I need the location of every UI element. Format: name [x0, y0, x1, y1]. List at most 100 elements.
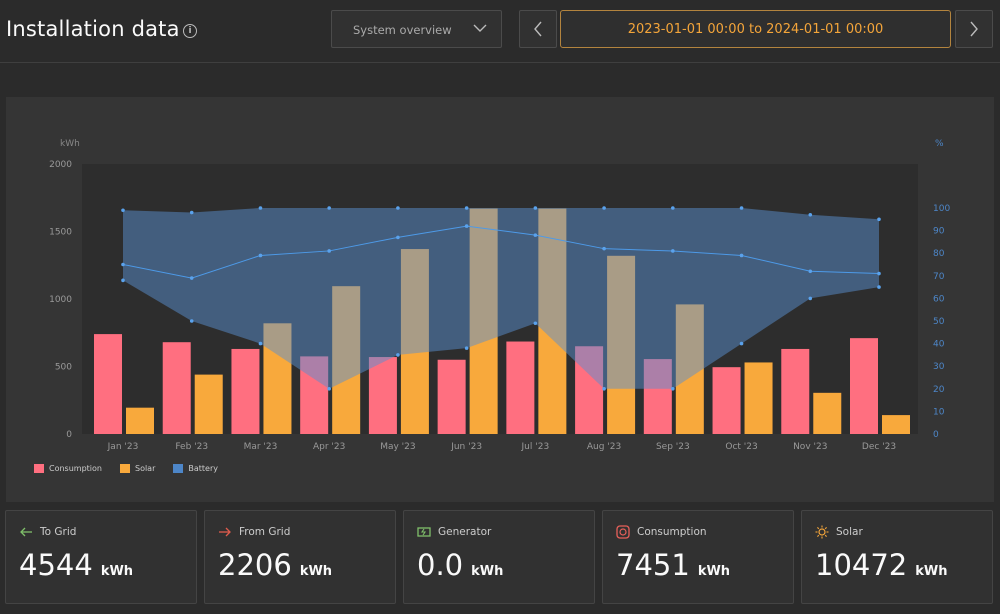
summary-card-consumption: Consumption 7451 kWh: [602, 510, 794, 604]
card-header: Solar: [815, 525, 863, 539]
previous-period-button[interactable]: [519, 10, 557, 48]
x-tick-label: Oct '23: [725, 442, 757, 452]
view-select-label: System overview: [353, 23, 452, 37]
x-tick-label: Mar '23: [244, 442, 278, 452]
legend-item[interactable]: Consumption: [34, 464, 102, 473]
card-unit: kWh: [299, 564, 333, 579]
battery-min-point: [671, 387, 675, 391]
battery-min-point: [464, 346, 469, 350]
card-label: Consumption: [637, 526, 707, 538]
y-tick-left: 500: [55, 363, 72, 373]
summary-card-to-grid: To Grid 4544 kWh: [5, 510, 197, 604]
battery-max-point: [533, 206, 538, 210]
legend-swatch: [119, 464, 130, 473]
summary-card-from-grid: From Grid 2206 kWh: [204, 510, 396, 604]
legend-item[interactable]: Battery: [173, 464, 218, 473]
battery-avg-point: [121, 262, 125, 267]
card-label: Generator: [438, 526, 492, 538]
card-number: 4544: [19, 548, 93, 582]
y-tick-right: 60: [933, 294, 945, 304]
energy-chart: kWh 0 500 1000 1500 2000% 0 10 20 30 40 50 60 70 80 90 1…: [49, 139, 950, 452]
battery-max-point: [739, 206, 744, 210]
battery-avg-point: [533, 233, 538, 237]
battery-min-point: [808, 296, 813, 301]
consumption-bar: [712, 367, 741, 434]
info-icon[interactable]: i: [183, 24, 197, 38]
y-tick-left: 1000: [49, 295, 72, 305]
date-range-picker[interactable]: 2023-01-01 00:00 to 2024-01-01 00:00: [560, 10, 951, 48]
y-tick-right: 80: [933, 249, 945, 259]
next-period-button[interactable]: [955, 10, 993, 48]
battery-min-point: [877, 285, 881, 289]
y-tick-right: 100: [933, 204, 950, 214]
x-tick-label: Jan '23: [107, 442, 139, 452]
chart-legend: Consumption Solar Battery: [34, 464, 218, 473]
card-value: 2206 kWh: [218, 548, 332, 582]
card-header: Consumption: [616, 525, 707, 539]
y-axis-right-label: %: [935, 139, 944, 149]
battery-avg-point: [189, 276, 194, 280]
solar-bar: [126, 407, 154, 434]
legend-swatch: [173, 464, 184, 473]
arrow-right-icon: [218, 526, 232, 538]
y-tick-right: 90: [933, 227, 945, 237]
x-tick-label: Jul '23: [521, 442, 550, 452]
card-value: 10472 kWh: [815, 548, 948, 582]
header: Installation data i System overview 2023…: [0, 0, 1000, 63]
battery-avg-point: [877, 271, 881, 276]
consumption-bar: [850, 338, 878, 434]
chevron-down-icon: [473, 24, 487, 32]
battery-min-point: [327, 387, 331, 391]
x-tick-label: May '23: [380, 442, 415, 452]
battery-avg-point: [396, 235, 400, 240]
card-header: From Grid: [218, 526, 290, 538]
card-label: To Grid: [40, 526, 77, 538]
chevron-left-icon: [534, 21, 542, 37]
x-tick-label: Nov '23: [793, 442, 827, 452]
summary-card-generator: Generator 0.0 kWh: [403, 510, 595, 604]
view-select[interactable]: System overview: [331, 10, 502, 48]
legend-label: Battery: [188, 464, 218, 473]
battery-range-area: [123, 208, 879, 389]
x-tick-label: Dec '23: [862, 442, 896, 452]
battery-min-point: [121, 278, 125, 283]
consumption-bar: [231, 348, 260, 434]
battery-max-point: [602, 206, 606, 210]
battery-min-point: [189, 319, 194, 323]
solar-bar: [194, 374, 223, 434]
solar-bar: [744, 362, 773, 434]
battery-max-point: [877, 217, 881, 222]
card-number: 2206: [218, 548, 292, 582]
y-tick-right: 50: [933, 317, 945, 327]
y-tick-left: 0: [66, 430, 72, 440]
x-tick-label: Apr '23: [313, 442, 345, 452]
y-tick-left: 2000: [49, 160, 72, 170]
battery-avg-point: [808, 269, 813, 274]
consumption-bar: [506, 341, 535, 434]
x-tick-label: Feb '23: [175, 442, 208, 452]
y-tick-right: 70: [933, 272, 945, 282]
card-label: Solar: [836, 526, 863, 538]
card-unit: kWh: [471, 564, 504, 579]
card-number: 0.0: [417, 548, 464, 582]
legend-label: Solar: [134, 464, 156, 473]
battery-min-point: [258, 341, 263, 346]
card-header: To Grid: [19, 526, 76, 538]
consumption-bar: [781, 348, 810, 434]
battery-avg-point: [327, 249, 331, 253]
y-axis-left-label: kWh: [60, 139, 80, 149]
consumption-bar: [162, 342, 191, 434]
battery-min-point: [396, 353, 400, 357]
battery-max-point: [464, 206, 469, 210]
battery-max-point: [671, 206, 675, 210]
legend-swatch: [34, 464, 44, 473]
consumption-icon: [616, 525, 630, 539]
battery-min-point: [739, 341, 744, 346]
y-tick-right: 20: [933, 385, 945, 395]
legend-item[interactable]: Solar: [119, 464, 156, 473]
battery-min-point: [602, 387, 606, 391]
battery-avg-point: [602, 246, 606, 251]
y-tick-right: 0: [933, 430, 939, 440]
card-number: 7451: [616, 548, 690, 582]
card-value: 0.0 kWh: [417, 548, 503, 582]
